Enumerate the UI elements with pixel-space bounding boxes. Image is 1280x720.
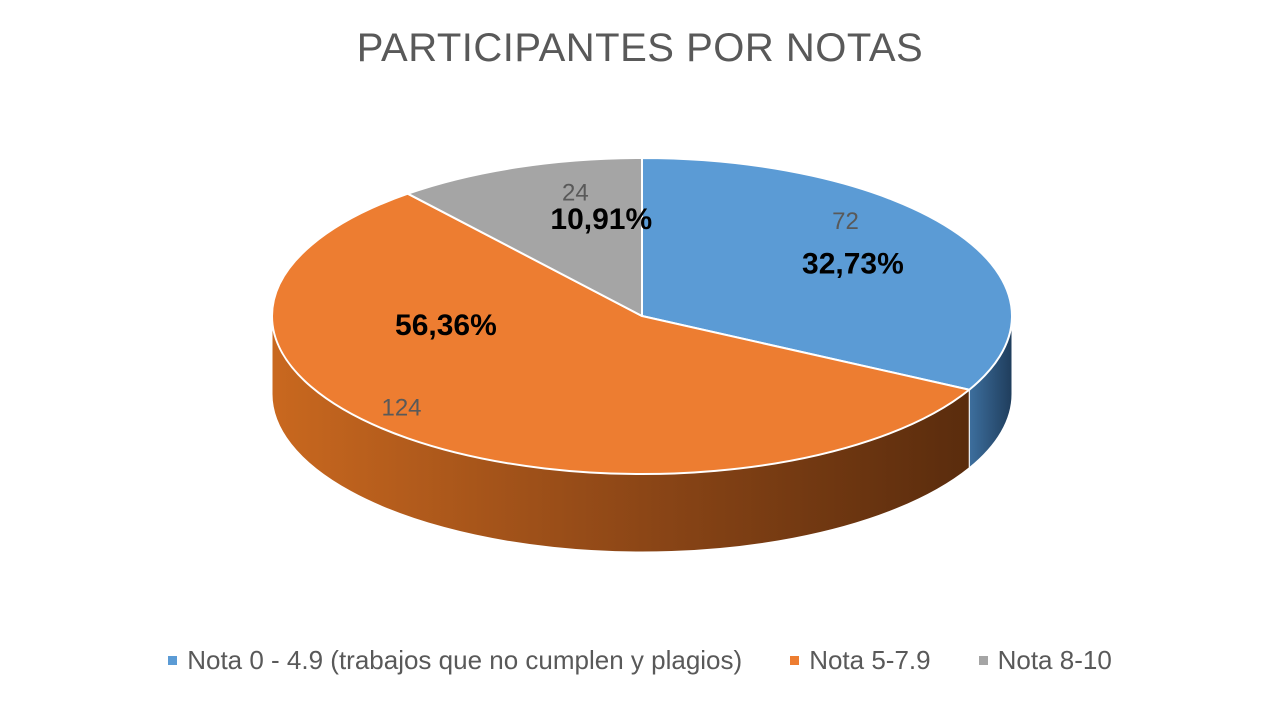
chart-title: PARTICIPANTES POR NOTAS	[356, 26, 924, 70]
pie-slice-1	[271, 192, 971, 475]
legend-swatch-2	[978, 656, 988, 665]
data-label-percent-1: 56,36%	[395, 309, 497, 342]
pie-slice-2	[406, 157, 643, 317]
data-label-count-0: 72	[832, 208, 859, 235]
legend-swatch-0	[168, 656, 178, 665]
data-label-percent-2: 10,91%	[550, 203, 652, 236]
legend-swatch-1	[790, 656, 800, 665]
data-label-count-1: 124	[381, 395, 421, 422]
data-label-percent-0: 32,73%	[802, 247, 904, 280]
legend: Nota 0 - 4.9 (trabajos que no cumplen y …	[0, 645, 1280, 676]
legend-label-2: Nota 8-10	[997, 645, 1112, 675]
legend-item-0: Nota 0 - 4.9 (trabajos que no cumplen y …	[168, 645, 742, 676]
legend-item-2: Nota 8-10	[978, 645, 1112, 676]
legend-label-0: Nota 0 - 4.9 (trabajos que no cumplen y …	[187, 645, 743, 675]
legend-item-1: Nota 5-7.9	[790, 645, 931, 676]
pie-slice-0	[641, 157, 1013, 391]
legend-label-1: Nota 5-7.9	[809, 645, 931, 675]
data-label-count-2: 24	[562, 180, 589, 207]
